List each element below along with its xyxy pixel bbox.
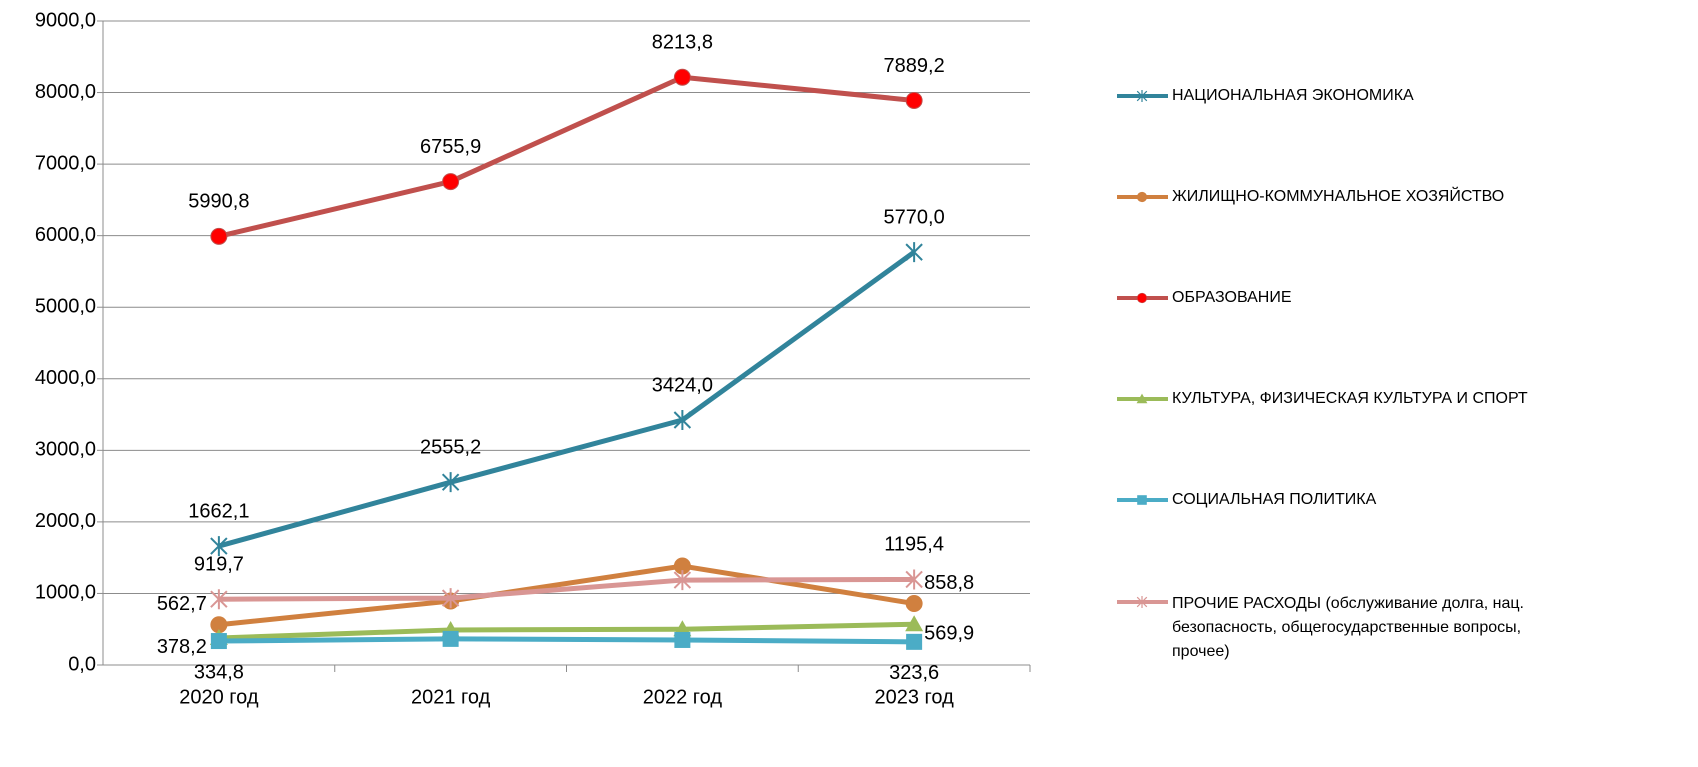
series: 334,8 323,6 xyxy=(194,630,939,684)
y-tick-label: 7000,0 xyxy=(35,152,96,174)
data-label: 919,7 xyxy=(194,553,244,575)
legend-item: ЖИЛИЩНО-КОММУНАЛЬНОЕ ХОЗЯЙСТВО xyxy=(1117,186,1504,205)
series: 1662,1 2555,2 3424,0 5770,0 xyxy=(188,206,945,557)
line xyxy=(218,250,916,549)
data-label: 334,8 xyxy=(194,661,244,683)
point xyxy=(905,569,923,590)
line xyxy=(218,621,915,641)
y-tick-label: 9000,0 xyxy=(35,9,96,31)
x-tick-label: 2022 год xyxy=(643,686,723,708)
line xyxy=(218,636,915,645)
data-label: 1662,1 xyxy=(188,500,249,522)
point xyxy=(210,227,228,245)
data-label: 3424,0 xyxy=(652,374,713,396)
line xyxy=(218,563,915,628)
point xyxy=(441,588,460,609)
legend-label: ОБРАЗОВАНИЕ xyxy=(1172,289,1292,306)
legend-item: ОБРАЗОВАНИЕ xyxy=(1117,289,1292,306)
data-label: 323,6 xyxy=(889,662,939,684)
y-tick-label: 6000,0 xyxy=(35,224,96,246)
data-label: 378,2 xyxy=(157,636,207,658)
data-label: 8213,8 xyxy=(652,32,713,54)
y-tick-label: 3000,0 xyxy=(35,439,96,461)
data-label: 858,8 xyxy=(924,572,974,594)
series: 5990,8 6755,9 8213,8 7889,2 xyxy=(188,32,945,245)
legend-marker xyxy=(1136,89,1148,103)
legend-label: ЖИЛИЩНО-КОММУНАЛЬНОЕ ХОЗЯЙСТВО xyxy=(1172,186,1504,205)
point xyxy=(905,595,923,613)
legend-marker xyxy=(1136,292,1148,304)
point xyxy=(210,536,228,557)
point xyxy=(905,615,924,632)
point xyxy=(673,409,692,430)
y-tick-label: 1000,0 xyxy=(35,582,96,604)
series: 562,7 858,8 xyxy=(157,557,974,634)
data-label: 2555,2 xyxy=(420,436,481,458)
data-label: 7889,2 xyxy=(884,55,945,77)
y-tick-label: 0,0 xyxy=(68,653,96,675)
legend-item: НАЦИОНАЛЬНАЯ ЭКОНОМИКА xyxy=(1117,87,1414,104)
point xyxy=(906,633,923,650)
point xyxy=(673,68,691,86)
point xyxy=(441,472,460,493)
point xyxy=(905,242,923,263)
legend-label: ПРОЧИЕ РАСХОДЫ (обслуживание долга, нац.… xyxy=(1172,595,1524,660)
data-label: 1195,4 xyxy=(884,534,944,556)
y-tick-label: 4000,0 xyxy=(35,367,96,389)
y-tick-label: 2000,0 xyxy=(35,510,96,532)
legend-marker xyxy=(1137,495,1147,505)
legend-item: СОЦИАЛЬНАЯ ПОЛИТИКА xyxy=(1117,491,1377,508)
data-label: 569,9 xyxy=(924,623,974,645)
y-tick-label: 8000,0 xyxy=(35,81,96,103)
point xyxy=(210,633,227,650)
point xyxy=(442,173,460,191)
point xyxy=(442,630,459,647)
point xyxy=(210,589,228,610)
legend-label: НАЦИОНАЛЬНАЯ ЭКОНОМИКА xyxy=(1172,87,1414,104)
point xyxy=(905,91,923,109)
line xyxy=(218,576,915,602)
x-tick-label: 2023 год xyxy=(874,686,954,708)
legend-marker xyxy=(1136,393,1148,404)
line xyxy=(218,74,915,239)
y-tick-label: 5000,0 xyxy=(35,296,96,318)
point xyxy=(673,570,692,591)
data-label: 562,7 xyxy=(157,593,207,615)
data-label: 5770,0 xyxy=(884,206,945,228)
data-label: 5990,8 xyxy=(188,191,249,213)
point xyxy=(674,631,691,648)
legend-marker xyxy=(1136,596,1148,609)
x-tick-label: 2020 год xyxy=(179,686,259,708)
legend-marker xyxy=(1136,191,1148,203)
legend-label: КУЛЬТУРА, ФИЗИЧЕСКАЯ КУЛЬТУРА И СПОРТ xyxy=(1172,390,1528,407)
series: 378,2 569,9 xyxy=(157,615,974,658)
series: 919,7 1195,4 xyxy=(194,534,944,610)
x-tick-label: 2021 год xyxy=(411,686,491,708)
data-label: 6755,9 xyxy=(420,136,481,158)
legend-item xyxy=(1117,596,1168,609)
legend-label: СОЦИАЛЬНАЯ ПОЛИТИКА xyxy=(1172,491,1377,508)
legend-item: КУЛЬТУРА, ФИЗИЧЕСКАЯ КУЛЬТУРА И СПОРТ xyxy=(1117,390,1528,407)
